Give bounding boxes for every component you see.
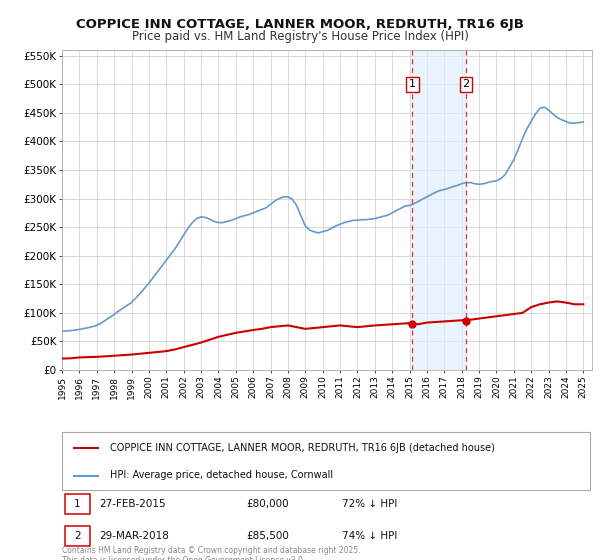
Text: 2: 2 <box>463 80 470 89</box>
Text: Contains HM Land Registry data © Crown copyright and database right 2025.
This d: Contains HM Land Registry data © Crown c… <box>62 546 361 560</box>
Text: 74% ↓ HPI: 74% ↓ HPI <box>342 531 397 540</box>
Text: 2: 2 <box>74 531 80 540</box>
FancyBboxPatch shape <box>65 494 90 515</box>
Text: £85,500: £85,500 <box>247 531 290 540</box>
Text: Price paid vs. HM Land Registry's House Price Index (HPI): Price paid vs. HM Land Registry's House … <box>131 30 469 43</box>
FancyBboxPatch shape <box>62 432 590 490</box>
Text: £80,000: £80,000 <box>247 500 289 510</box>
Text: 1: 1 <box>409 80 416 89</box>
Text: COPPICE INN COTTAGE, LANNER MOOR, REDRUTH, TR16 6JB: COPPICE INN COTTAGE, LANNER MOOR, REDRUT… <box>76 18 524 31</box>
Bar <box>412 50 466 370</box>
Text: 72% ↓ HPI: 72% ↓ HPI <box>342 500 397 510</box>
Text: HPI: Average price, detached house, Cornwall: HPI: Average price, detached house, Corn… <box>110 470 332 480</box>
FancyBboxPatch shape <box>65 526 90 546</box>
Text: 29-MAR-2018: 29-MAR-2018 <box>99 531 169 540</box>
Text: 1: 1 <box>74 500 80 510</box>
Text: 27-FEB-2015: 27-FEB-2015 <box>99 500 166 510</box>
Text: COPPICE INN COTTAGE, LANNER MOOR, REDRUTH, TR16 6JB (detached house): COPPICE INN COTTAGE, LANNER MOOR, REDRUT… <box>110 444 494 453</box>
